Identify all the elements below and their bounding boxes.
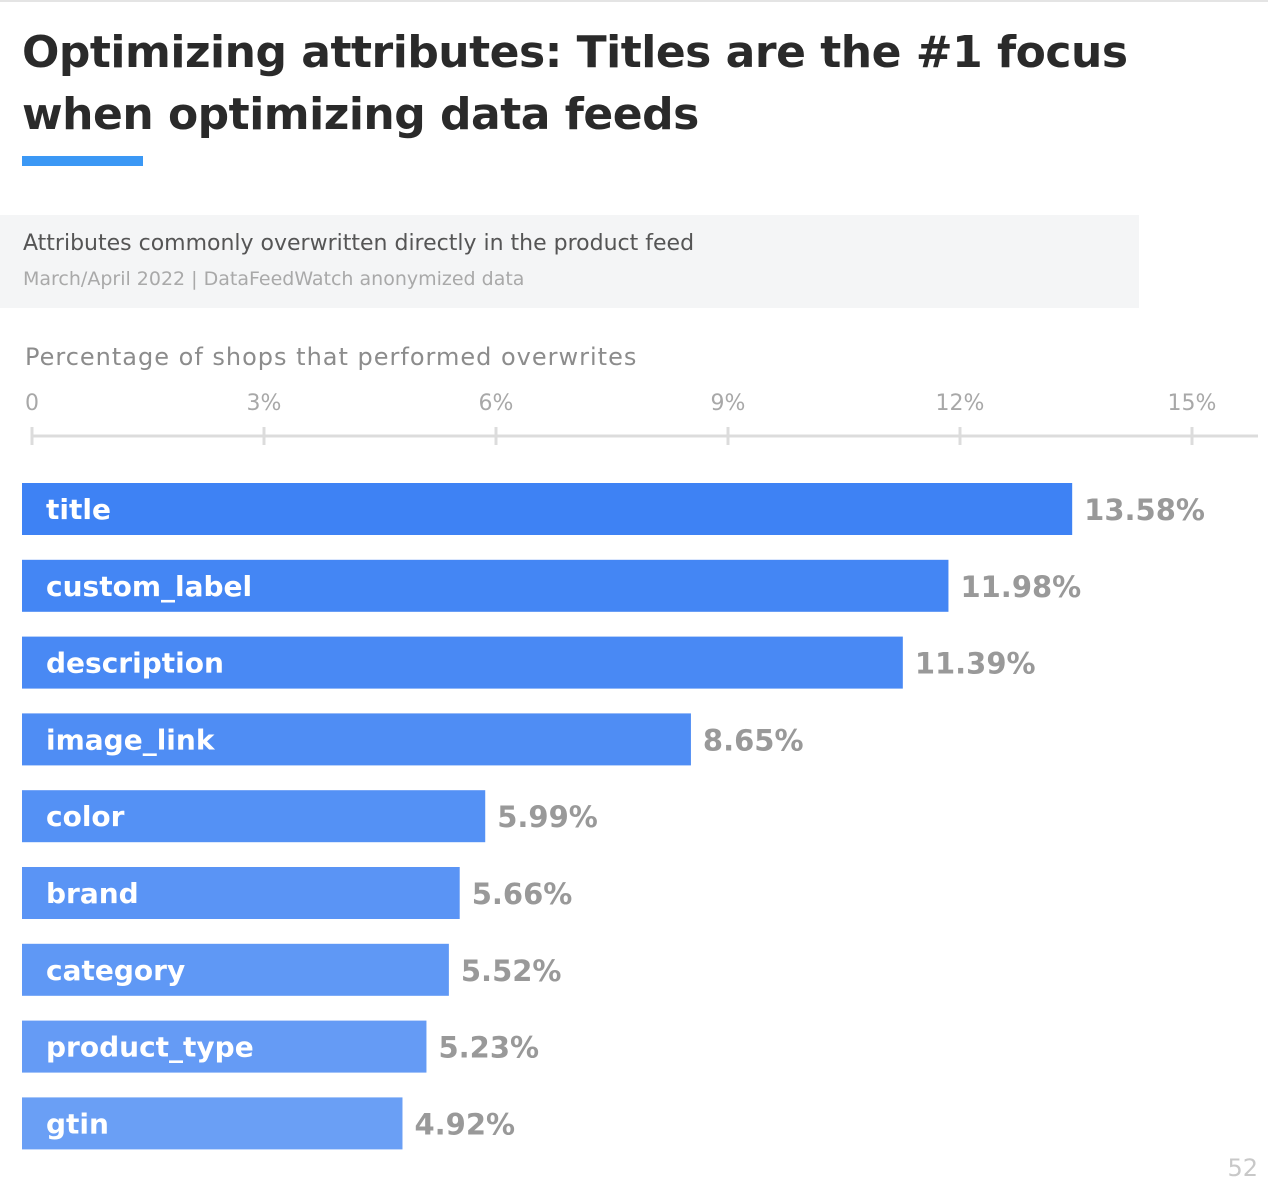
bar (22, 1097, 403, 1150)
x-axis-tick-label: 15% (1168, 391, 1217, 416)
bar-category-label: gtin (46, 1107, 109, 1140)
bar-value-label: 4.92% (414, 1107, 515, 1141)
bar (22, 943, 449, 996)
bar (22, 713, 691, 766)
title-accent-bar (22, 156, 143, 166)
x-axis-tick-label: 0 (25, 391, 39, 416)
bar (22, 790, 486, 843)
bar (22, 1020, 427, 1073)
bar (22, 636, 903, 689)
top-rule (0, 0, 1268, 2)
bar-value-label: 13.58% (1084, 493, 1205, 527)
bar-category-label: image_link (46, 723, 216, 756)
bar-category-label: color (46, 800, 125, 833)
bar-value-label: 5.52% (461, 954, 562, 988)
bar-value-label: 5.66% (472, 877, 573, 911)
x-axis-title: Percentage of shops that performed overw… (25, 343, 638, 371)
bar-value-label: 11.98% (960, 570, 1081, 604)
bar-value-label: 5.99% (497, 800, 598, 834)
x-axis-tick-label: 6% (479, 391, 514, 416)
bar-category-label: product_type (46, 1031, 254, 1064)
bar-category-label: custom_label (46, 570, 252, 603)
x-axis-tick-label: 9% (711, 391, 746, 416)
x-axis-tick-label: 12% (936, 391, 985, 416)
bar-category-label: brand (46, 877, 139, 910)
chart-subtitle: Attributes commonly overwritten directly… (23, 231, 695, 256)
bar-value-label: 8.65% (703, 723, 804, 757)
bar (22, 483, 1073, 535)
bar-category-label: title (46, 493, 111, 526)
page-number: 52 (1227, 1154, 1258, 1182)
bar-value-label: 5.23% (438, 1031, 539, 1065)
chart-info-box: Attributes commonly overwritten directly… (0, 215, 1139, 308)
chart-source: March/April 2022 | DataFeedWatch anonymi… (23, 268, 525, 290)
bar-value-label: 11.39% (915, 647, 1036, 681)
x-axis-tick-label: 3% (247, 391, 282, 416)
bar (22, 867, 460, 919)
page-title: Optimizing attributes: Titles are the #1… (22, 27, 1128, 140)
bar-category-label: category (46, 954, 185, 987)
bar-category-label: description (46, 647, 224, 680)
bar (22, 559, 949, 612)
